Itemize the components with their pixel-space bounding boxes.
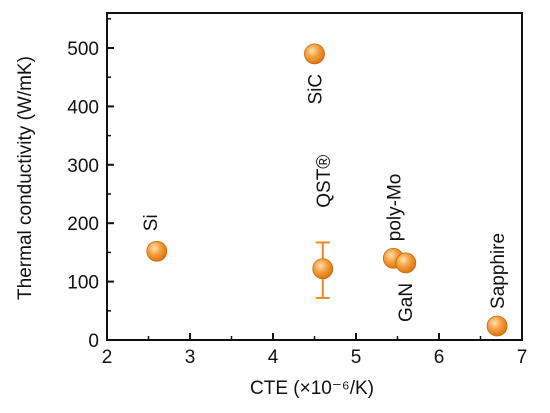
data-point xyxy=(304,43,325,65)
x-tick-label: 6 xyxy=(434,347,445,368)
x-axis-title: CTE (×10⁻⁶/K) xyxy=(250,378,374,399)
y-tick-label: 0 xyxy=(88,331,99,352)
x-tick-label: 2 xyxy=(102,347,113,368)
data-point-label: SiC xyxy=(306,74,327,105)
data-point-label: Si xyxy=(141,214,162,231)
data-point xyxy=(486,315,508,337)
y-tick-label: 500 xyxy=(67,39,99,60)
data-point xyxy=(395,252,417,274)
x-tick-label: 5 xyxy=(351,347,362,368)
data-point xyxy=(312,258,334,280)
x-tick-label: 4 xyxy=(268,347,279,368)
data-point-label: poly-Mo xyxy=(384,174,405,242)
data-point xyxy=(146,240,168,262)
data-point-label: Sapphire xyxy=(488,233,509,309)
y-tick-label: 400 xyxy=(67,97,99,118)
data-point-labels: Si SiC QST® poly-Mo GaN Sapphire xyxy=(141,74,509,322)
data-point-label: QST® xyxy=(314,155,335,208)
y-tick-label: 200 xyxy=(67,214,99,235)
y-axis-ticks xyxy=(107,18,114,341)
y-tick-label: 300 xyxy=(67,156,99,177)
x-tick-label: 3 xyxy=(185,347,196,368)
x-axis-tick-labels: 2 3 4 5 6 7 xyxy=(102,347,528,368)
y-axis-title: Thermal conductivity (W/mK) xyxy=(15,56,36,300)
data-point-label: GaN xyxy=(396,283,417,322)
y-tick-label: 100 xyxy=(67,273,99,294)
data-points xyxy=(146,43,508,337)
x-tick-label: 7 xyxy=(517,347,528,368)
x-axis-ticks xyxy=(106,333,523,340)
y-axis-tick-labels: 0 100 200 300 400 500 xyxy=(67,39,99,352)
